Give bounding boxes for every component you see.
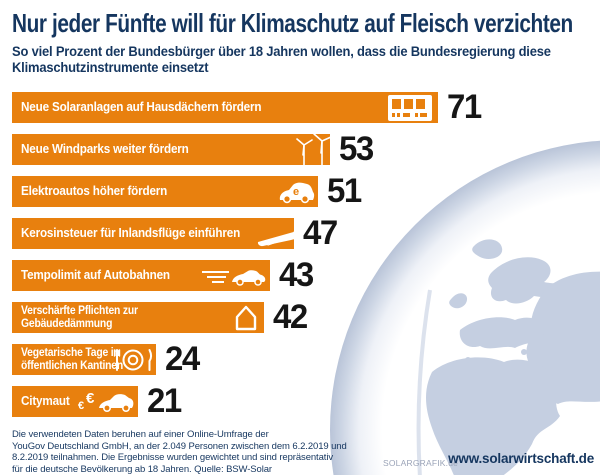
bar-tempolimit: Tempolimit auf Autobahnen <box>12 260 270 291</box>
bar-value: 42 <box>273 298 308 336</box>
bar-label: Kerosinsteuer für Inlandsflüge einführen <box>21 225 241 241</box>
house-icon <box>235 305 257 330</box>
bar-value: 53 <box>339 130 374 168</box>
source-note: Die verwendeten Daten beruhen auf einer … <box>12 429 347 475</box>
bar-kerosinsteuer: Kerosinsteuer für Inlandsflüge einführen <box>12 218 308 249</box>
euro-toll-car-icon: € € <box>78 390 134 412</box>
website-link[interactable]: www.solarwirtschaft.de <box>448 451 594 466</box>
wind-turbines-icon <box>296 132 332 168</box>
bar-label: Tempolimit auf Autobahnen <box>21 267 170 283</box>
bar-citymaut: Citymaut € € <box>12 386 138 417</box>
solar-panel-icon <box>388 94 432 121</box>
bar-value: 21 <box>147 382 182 420</box>
bar-row: Neue Solaranlagen auf Hausdächern förder… <box>12 88 482 126</box>
bar-row: Vegetarische Tage in öffentlichen Kantin… <box>12 340 482 378</box>
bar-label: Citymaut <box>21 393 70 409</box>
euro-large: € <box>86 390 95 407</box>
header: Nur jeder Fünfte will für Klimaschutz au… <box>12 8 600 76</box>
bar-label: Neue Windparks weiter fördern <box>21 141 189 157</box>
speeding-car-icon <box>202 269 266 286</box>
bar-value: 71 <box>447 88 482 126</box>
bar-elektroautos: Elektroautos höher fördern e <box>12 176 318 207</box>
bar-row: Citymaut € € 21 <box>12 382 482 420</box>
bar-label: Verschärfte Pflichten zur Gebäudedämmung <box>21 304 138 330</box>
bar-value: 51 <box>327 172 362 210</box>
bar-row: Verschärfte Pflichten zur Gebäudedämmung… <box>12 298 482 336</box>
plate-cutlery-icon <box>113 348 152 371</box>
bar-label: Elektroautos höher fördern <box>21 183 168 199</box>
bar-row: Tempolimit auf Autobahnen 43 <box>12 256 482 294</box>
bar-row: Kerosinsteuer für Inlandsflüge einführen… <box>12 214 482 252</box>
bar-vegetarische-tage: Vegetarische Tage in öffentlichen Kantin… <box>12 344 156 375</box>
euro-small: € <box>78 400 84 412</box>
bar-label: Neue Solaranlagen auf Hausdächern förder… <box>21 99 262 115</box>
bar-label: Vegetarische Tage in öffentlichen Kantin… <box>21 346 124 372</box>
airplane-icon <box>257 222 308 246</box>
bar-windparks: Neue Windparks weiter fördern <box>12 132 332 168</box>
svg-text:e: e <box>293 186 299 198</box>
bar-row: Elektroautos höher fördern e 51 <box>12 172 482 210</box>
bar-gebaeudedaemmung: Verschärfte Pflichten zur Gebäudedämmung <box>12 302 264 333</box>
page-title: Nur jeder Fünfte will für Klimaschutz au… <box>12 8 573 38</box>
bar-solar: Neue Solaranlagen auf Hausdächern förder… <box>12 92 438 123</box>
grafik-credit: SOLARGRAFIK.de <box>383 458 459 468</box>
electric-car-icon: e <box>279 182 315 203</box>
page-subtitle: So viel Prozent der Bundesbürger über 18… <box>12 44 551 75</box>
bar-value: 43 <box>279 256 314 294</box>
bar-value: 47 <box>303 214 338 252</box>
bar-row: Neue Windparks weiter fördern 53 <box>12 130 482 168</box>
bar-chart: Neue Solaranlagen auf Hausdächern förder… <box>12 88 482 428</box>
bar-value: 24 <box>165 340 200 378</box>
